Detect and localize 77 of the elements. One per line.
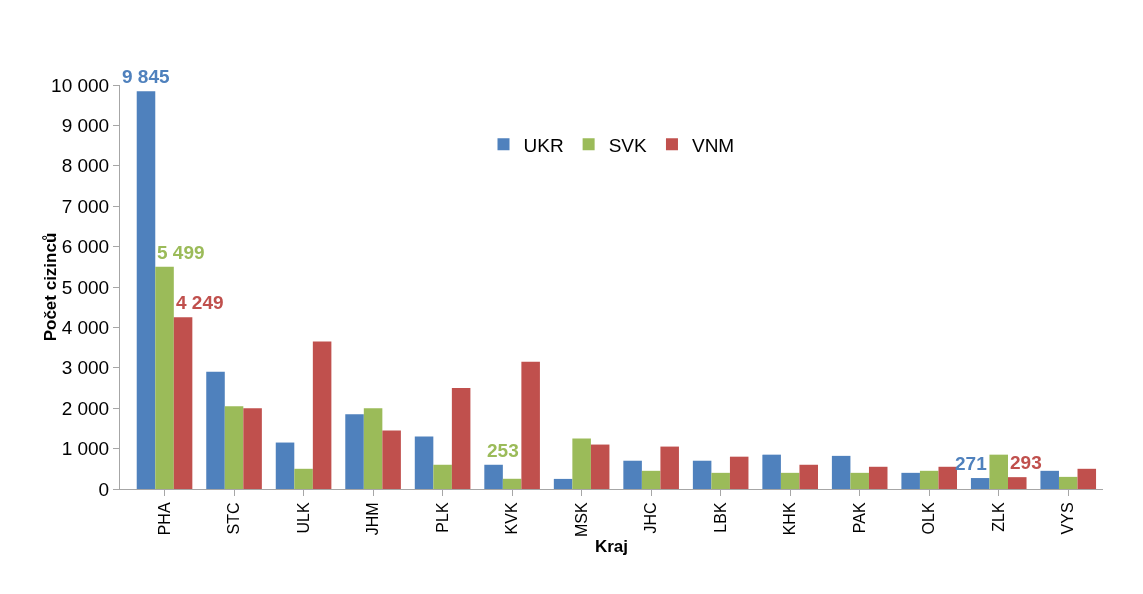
bar (868, 466, 888, 489)
legend-label: SVK (608, 134, 647, 156)
data-label: 9 845 (122, 66, 170, 87)
bar (590, 444, 610, 489)
x-tick-label: ULK (294, 502, 312, 534)
x-tick-label: PLK (433, 502, 451, 533)
bar (711, 472, 730, 489)
bar (502, 478, 522, 489)
bar (363, 408, 383, 489)
y-tick-label: 4 000 (61, 317, 110, 339)
bar (173, 317, 193, 489)
x-tick-label: PAK (850, 502, 868, 534)
bar (1077, 468, 1097, 489)
bar (312, 341, 332, 489)
legend-label: UKR (523, 134, 564, 156)
bar (155, 266, 174, 489)
y-tick-label: 6 000 (61, 236, 110, 258)
bar (345, 414, 364, 489)
x-tick-label: STC (225, 502, 243, 535)
data-label: 4 249 (176, 292, 224, 313)
data-label: 271 (955, 453, 988, 474)
bar (451, 388, 471, 489)
x-tick-label: KHK (781, 502, 799, 536)
bar (433, 464, 452, 489)
x-axis-title: Kraj (594, 537, 629, 557)
y-tick-label: 9 000 (61, 115, 110, 137)
y-tick-label: 0 (98, 478, 110, 500)
y-tick-label: 7 000 (61, 195, 110, 217)
y-tick-label: 8 000 (61, 155, 110, 177)
y-tick-label: 3 000 (61, 357, 110, 379)
x-tick-label: PHA (155, 502, 173, 536)
bar (692, 460, 712, 489)
bar (136, 91, 156, 489)
data-label: 253 (487, 440, 519, 461)
bar (521, 361, 540, 489)
bar (224, 406, 244, 489)
bar (553, 478, 573, 489)
y-tick-label: 5 000 (61, 276, 110, 298)
bar (641, 470, 661, 489)
legend-label: VNM (691, 134, 735, 156)
bar (294, 468, 313, 489)
bar (1040, 470, 1059, 489)
bar (275, 442, 295, 489)
bar (762, 454, 781, 489)
y-tick-label: 2 000 (61, 397, 110, 419)
y-tick-label: 1 000 (61, 438, 110, 460)
bar (1058, 476, 1078, 489)
bar (989, 454, 1008, 489)
bar (850, 472, 869, 489)
bar (243, 408, 262, 489)
bar (970, 478, 990, 489)
y-axis-title: Počet cizinců (40, 232, 60, 342)
bar (729, 456, 749, 489)
x-tick-label: VYS (1059, 502, 1077, 535)
x-tick-label: KVK (503, 502, 521, 535)
bar (660, 446, 679, 489)
bar (780, 472, 800, 489)
x-tick-label: OLK (920, 502, 938, 535)
bar (382, 430, 401, 489)
data-label: 293 (1010, 452, 1042, 473)
x-tick-label: LBK (711, 502, 729, 533)
bar (572, 438, 591, 489)
bar (414, 436, 434, 489)
x-tick-label: JHC (642, 502, 660, 534)
bar (623, 460, 642, 489)
x-tick-label: MSK (572, 502, 590, 538)
x-tick-label: ZLK (989, 502, 1007, 532)
bar (901, 472, 920, 489)
bar (1008, 477, 1027, 489)
bar (919, 470, 939, 489)
x-tick-label: JHM (364, 502, 382, 536)
bar (206, 371, 225, 489)
bar (831, 455, 851, 489)
y-tick-label: 10 000 (51, 74, 110, 96)
data-label: 5 499 (157, 242, 205, 263)
bar (799, 464, 818, 489)
bar (484, 464, 503, 489)
